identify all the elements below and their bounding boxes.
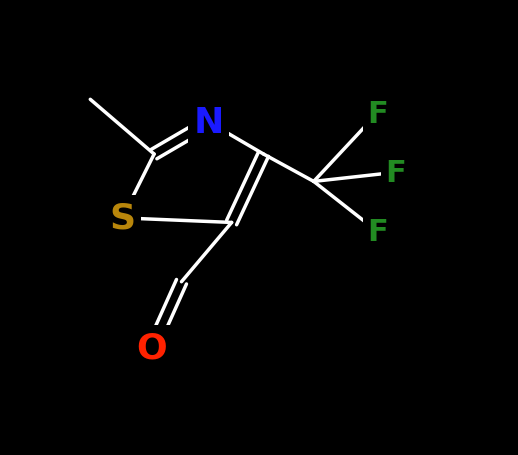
Text: N: N — [194, 106, 224, 140]
Text: F: F — [367, 217, 388, 247]
Text: S: S — [109, 202, 135, 235]
Text: F: F — [385, 158, 406, 187]
Text: O: O — [136, 331, 167, 365]
Text: F: F — [367, 99, 388, 128]
